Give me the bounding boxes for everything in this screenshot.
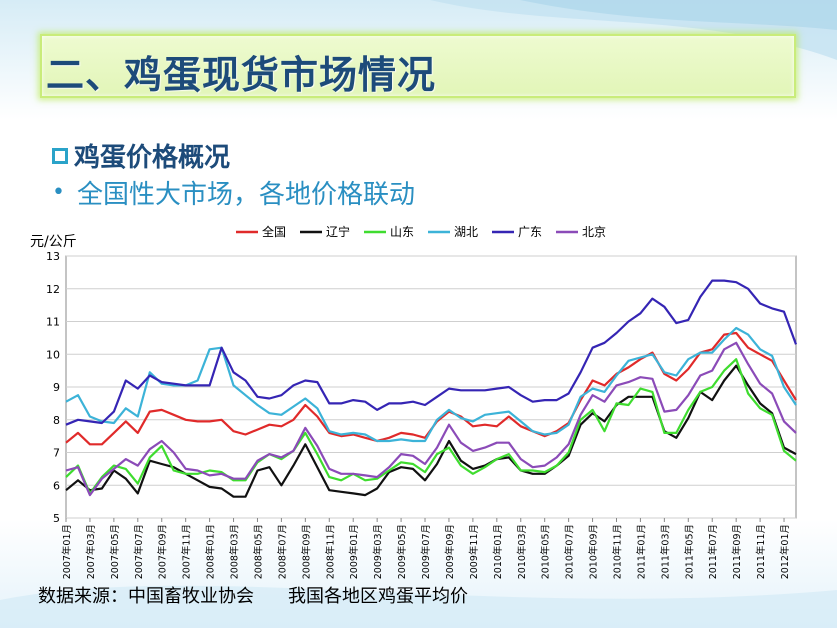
x-tick-label: 2009年11月 bbox=[468, 524, 480, 579]
x-tick-label: 2008年03月 bbox=[229, 524, 241, 579]
legend-label: 湖北 bbox=[454, 224, 478, 239]
x-tick-label: 2010年09月 bbox=[588, 524, 600, 579]
bullet-heading-text: 鸡蛋价格概况 bbox=[74, 143, 231, 173]
legend-label: 广东 bbox=[518, 225, 542, 239]
x-tick-label: 2007年01月 bbox=[61, 524, 73, 579]
y-tick-label: 6 bbox=[53, 479, 60, 492]
y-tick-label: 13 bbox=[46, 250, 60, 263]
bullet-subpoint: • 全国性大市场，各地价格联动 bbox=[52, 174, 415, 211]
x-tick-label: 2007年05月 bbox=[109, 524, 121, 579]
source-label: 数据来源：中国畜牧业协会 bbox=[38, 586, 254, 607]
x-tick-label: 2008年07月 bbox=[276, 524, 288, 579]
source-line: 数据来源：中国畜牧业协会 我国各地区鸡蛋平均价 bbox=[38, 582, 468, 608]
x-tick-label: 2008年09月 bbox=[300, 524, 312, 579]
y-tick-label: 8 bbox=[53, 414, 60, 427]
x-tick-label: 2011年09月 bbox=[731, 524, 743, 579]
x-tick-label: 2007年09月 bbox=[157, 524, 169, 579]
y-tick-label: 7 bbox=[53, 447, 60, 460]
x-tick-label: 2010年03月 bbox=[516, 524, 528, 579]
source-note: 我国各地区鸡蛋平均价 bbox=[288, 586, 468, 607]
title-banner bbox=[40, 34, 796, 98]
x-tick-label: 2010年11月 bbox=[611, 524, 623, 579]
x-tick-label: 2008年11月 bbox=[324, 524, 336, 579]
x-tick-label: 2009年07月 bbox=[420, 524, 432, 579]
dot-bullet-icon: • bbox=[52, 180, 65, 205]
x-tick-label: 2007年07月 bbox=[133, 524, 145, 579]
series-line-山东 bbox=[65, 358, 797, 495]
series-line-广东 bbox=[65, 279, 798, 426]
y-tick-label: 9 bbox=[53, 381, 60, 394]
x-tick-label: 2012年01月 bbox=[779, 524, 791, 579]
x-tick-label: 2007年11月 bbox=[181, 524, 193, 579]
bullet-heading: 鸡蛋价格概况 bbox=[52, 137, 230, 174]
x-tick-label: 2011年03月 bbox=[659, 524, 671, 579]
x-tick-label: 2011年11月 bbox=[755, 524, 767, 579]
x-tick-label: 2010年05月 bbox=[540, 524, 552, 579]
legend-label: 北京 bbox=[582, 225, 606, 239]
y-axis-label: 元/公斤 bbox=[30, 234, 77, 250]
x-tick-label: 2010年01月 bbox=[492, 524, 504, 579]
x-tick-label: 2009年05月 bbox=[396, 524, 408, 579]
x-tick-label: 2011年07月 bbox=[707, 524, 719, 579]
x-tick-label: 2009年09月 bbox=[444, 524, 456, 579]
square-bullet-icon bbox=[52, 147, 68, 164]
bullet-subpoint-text: 全国性大市场，各地价格联动 bbox=[76, 180, 415, 210]
x-tick-label: 2009年01月 bbox=[348, 524, 360, 579]
series-line-北京 bbox=[65, 341, 797, 497]
x-tick-label: 2008年01月 bbox=[205, 524, 217, 579]
x-tick-label: 2010年07月 bbox=[564, 524, 576, 579]
x-tick-label: 2008年05月 bbox=[252, 524, 264, 579]
page-title: 二、鸡蛋现货市场情况 bbox=[46, 53, 437, 97]
legend-label: 辽宁 bbox=[326, 224, 350, 239]
x-tick-label: 2011年05月 bbox=[683, 524, 695, 579]
x-tick-label: 2007年03月 bbox=[85, 524, 97, 579]
legend-label: 山东 bbox=[390, 225, 414, 239]
legend-label: 全国 bbox=[262, 224, 286, 239]
x-tick-label: 2011年01月 bbox=[635, 524, 647, 579]
x-tick-label: 2009年03月 bbox=[372, 524, 384, 579]
y-tick-label: 10 bbox=[46, 348, 60, 361]
y-tick-label: 11 bbox=[46, 316, 60, 329]
y-tick-label: 5 bbox=[53, 512, 60, 525]
y-tick-label: 12 bbox=[46, 283, 60, 296]
